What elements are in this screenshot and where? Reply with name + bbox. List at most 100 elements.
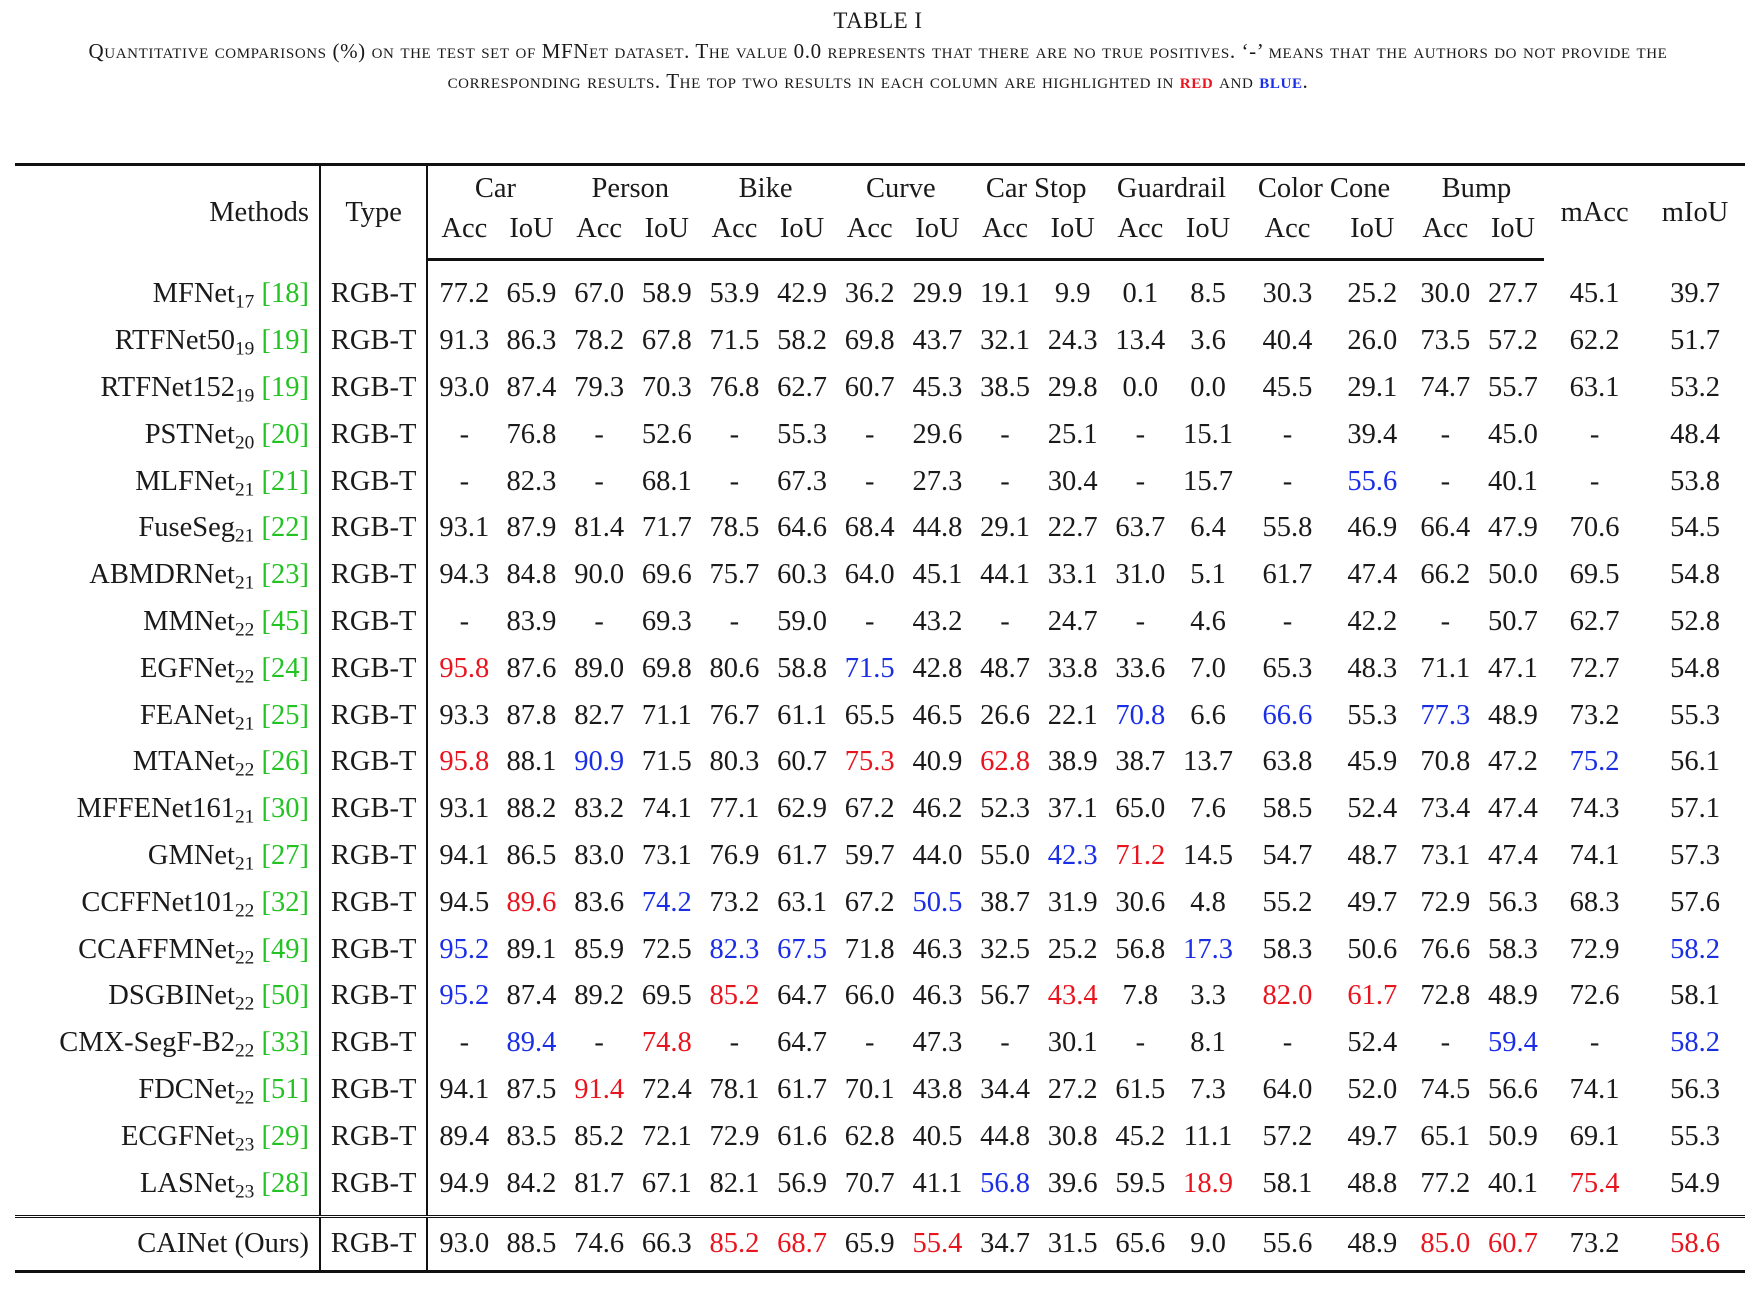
value-cell: 76.6 — [1420, 933, 1471, 965]
value-cell: 51.7 — [1670, 325, 1720, 357]
method-cell: ECGFNet23 [29] — [15, 1113, 321, 1161]
value-cell: 93.1 — [439, 512, 490, 544]
value-cell: 63.7 — [1115, 512, 1166, 544]
value-cell: 48.7 — [1347, 839, 1398, 871]
separator-cell — [1041, 1206, 1104, 1218]
method-year: 21 — [234, 525, 255, 547]
method-year: 22 — [234, 619, 255, 641]
value-cell: 52.3 — [980, 793, 1030, 825]
separator-cell — [697, 1206, 771, 1218]
caption-text: Quantitative comparisons (%) on the test… — [20, 36, 1736, 96]
citation-link[interactable]: [28] — [261, 1167, 309, 1199]
value-cell: - — [1282, 1027, 1293, 1059]
value-cell: 67.3 — [777, 465, 828, 497]
citation-link[interactable]: [33] — [261, 1027, 309, 1059]
value-cell: 78.5 — [709, 512, 760, 544]
citation-link[interactable]: [25] — [261, 699, 309, 731]
citation-link[interactable]: [27] — [261, 839, 309, 871]
method-cell: EGFNet22 [24] — [15, 645, 321, 693]
value-cell: - — [1000, 605, 1010, 637]
method-name: FEANet — [139, 699, 235, 731]
value-cell: 52.0 — [1347, 1073, 1398, 1105]
spacer-cell — [500, 260, 562, 272]
method-cell: MMNet22 [45] — [15, 598, 321, 646]
value-cell: 78.2 — [574, 325, 625, 357]
value-cell: 64.6 — [777, 512, 828, 544]
header-acc: Acc — [427, 212, 501, 261]
value-cell: 62.2 — [1569, 325, 1620, 357]
spacer-cell — [906, 260, 968, 272]
value-cell: 63.1 — [777, 886, 828, 918]
citation-link[interactable]: [51] — [261, 1073, 309, 1105]
value-cell: - — [1135, 1027, 1146, 1059]
citation-link[interactable]: [24] — [261, 652, 309, 684]
table-row: EGFNet22 [24] RGB-T 95.8 87.6 89.0 69.8 80.6 58… — [15, 645, 1745, 693]
value-cell: 45.2 — [1115, 1120, 1166, 1152]
citation-link[interactable]: [32] — [261, 886, 309, 918]
citation-link[interactable]: [19] — [261, 371, 309, 403]
value-cell: 64.7 — [777, 980, 828, 1012]
value-cell: - — [1000, 418, 1010, 450]
value-cell: - — [864, 1027, 875, 1059]
value-cell: 59.0 — [777, 605, 828, 637]
citation-link[interactable]: [29] — [261, 1120, 309, 1152]
citation-link[interactable]: [50] — [261, 980, 309, 1012]
caption-and-word: and — [1219, 69, 1254, 93]
type-cell: RGB-T — [319, 926, 429, 973]
value-cell: 54.5 — [1670, 512, 1720, 544]
value-cell: 93.0 — [439, 371, 490, 403]
citation-number: 18 — [270, 278, 300, 310]
citation-number: 24 — [270, 652, 300, 684]
value-cell: 66.2 — [1420, 559, 1471, 591]
value-cell: 69.5 — [641, 980, 692, 1012]
value-cell: 45.1 — [912, 559, 963, 591]
value-cell: 31.9 — [1047, 886, 1098, 918]
citation-link[interactable]: [49] — [261, 933, 309, 965]
ours-value-cell: 48.9 — [1335, 1216, 1409, 1273]
value-cell: 82.3 — [506, 465, 557, 497]
value-cell: 15.7 — [1183, 465, 1233, 497]
spacer-cell — [1409, 260, 1482, 272]
value-cell: 64.0 — [844, 559, 895, 591]
value-cell: 73.1 — [641, 839, 692, 871]
citation-link[interactable]: [22] — [261, 512, 309, 544]
table-row: GMNet21 [27] RGB-T 94.1 86.5 83.0 73.1 76.9 61.… — [15, 832, 1745, 880]
header-iou: IoU — [635, 212, 698, 261]
citation-link[interactable]: [45] — [261, 605, 309, 637]
type-cell: RGB-T — [319, 598, 429, 646]
citation-link[interactable]: [20] — [261, 418, 309, 450]
method-name: MFNet — [152, 278, 235, 310]
value-cell: 32.5 — [980, 933, 1030, 965]
citation-link[interactable]: [21] — [261, 465, 309, 497]
citation-link[interactable]: [26] — [261, 746, 309, 778]
value-cell: 94.3 — [439, 559, 490, 591]
method-year: 21 — [234, 853, 255, 875]
value-cell: 67.2 — [844, 793, 895, 825]
value-cell: 62.7 — [777, 371, 828, 403]
ours-value-cell: 31.5 — [1041, 1216, 1104, 1273]
value-cell: - — [594, 418, 604, 450]
value-cell: 83.6 — [574, 886, 625, 918]
value-cell: 75.3 — [844, 746, 895, 778]
value-cell: 71.2 — [1115, 839, 1166, 871]
value-cell: 43.4 — [1047, 980, 1098, 1012]
value-cell: 30.6 — [1115, 886, 1166, 918]
citation-link[interactable]: [23] — [261, 559, 309, 591]
value-cell: 47.3 — [912, 1027, 963, 1059]
method-name: PSTNet — [144, 418, 235, 450]
value-cell: 46.3 — [912, 980, 963, 1012]
method-cell: MFFENet16121 [30] — [15, 785, 321, 833]
table-caption: TABLE I Quantitative comparisons (%) on … — [20, 6, 1736, 96]
citation-link[interactable]: [19] — [261, 325, 309, 357]
citation-link[interactable]: [30] — [261, 793, 309, 825]
value-cell: 88.2 — [506, 793, 557, 825]
table-row: PSTNet20 [20] RGB-T -76.8-52.6-55.3-29.6-2… — [15, 411, 1745, 459]
value-cell: 56.3 — [1488, 886, 1538, 918]
value-cell: 13.4 — [1115, 325, 1166, 357]
citation-link[interactable]: [18] — [261, 278, 309, 310]
value-cell: 62.7 — [1569, 605, 1620, 637]
citation-number: 22 — [270, 512, 300, 544]
citation-number: 29 — [270, 1120, 300, 1152]
value-cell: 83.9 — [506, 605, 557, 637]
type-cell: RGB-T — [319, 738, 429, 786]
